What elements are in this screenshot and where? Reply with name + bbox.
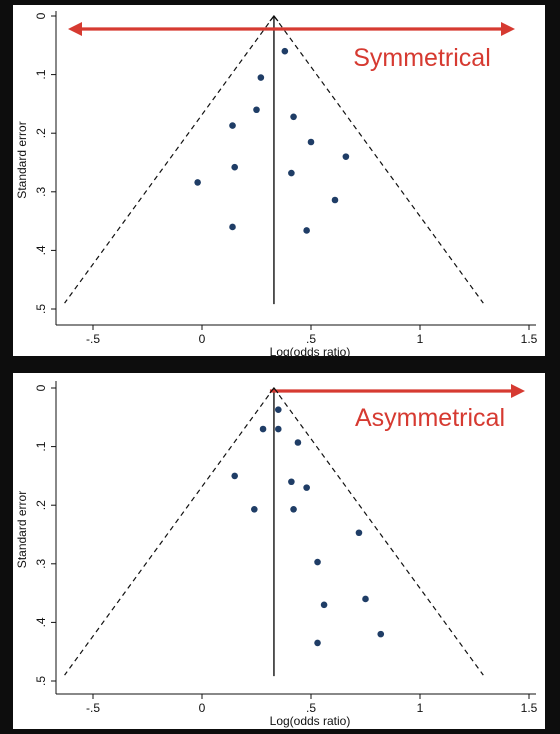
data-point: [229, 223, 236, 231]
pooled-line-caret: [269, 15, 279, 22]
pooled-line-caret: [269, 387, 279, 394]
funnel-left-limit: [64, 15, 275, 304]
funnel-plot-asymmetrical: 0 .1 .2 .3 .4 .5 -.5 0 .5 1 1.5 Log(odds ratio) Stan…: [13, 373, 545, 729]
y-tick-label: 0: [34, 12, 48, 19]
y-tick-label: .2: [34, 128, 48, 138]
annotation-arrow-head-left: [68, 22, 82, 36]
funnel-plot-svg: 0 .1 .2 .3 .4 .5 -.5 0 .5 1 1.5 Log(odds ratio) Stan…: [15, 11, 538, 356]
x-tick-label: .5: [306, 332, 316, 346]
y-tick-label: .4: [34, 245, 48, 255]
data-point: [257, 74, 265, 81]
y-tick-label: .5: [34, 304, 48, 314]
data-point: [259, 425, 267, 433]
y-tick-label: .4: [34, 617, 48, 627]
x-tick-label: 1.5: [521, 701, 538, 715]
data-point: [314, 558, 321, 566]
data-point: [231, 472, 238, 480]
y-tick-label: .5: [34, 676, 48, 686]
data-point: [275, 406, 282, 413]
data-point: [253, 106, 260, 114]
data-point: [290, 113, 297, 121]
funnel-left-limit: [64, 387, 275, 676]
data-point: [288, 169, 295, 177]
x-tick-label: 1.5: [521, 332, 538, 346]
x-tick-label: .5: [306, 701, 316, 715]
x-tick-label: 1: [417, 701, 424, 715]
data-point: [362, 595, 369, 603]
data-point: [275, 425, 282, 433]
x-tick-label: 0: [199, 332, 206, 346]
data-point: [294, 439, 302, 446]
y-axis-title: Standard error: [15, 121, 29, 198]
y-tick-label: .1: [34, 441, 48, 451]
y-tick-label: 0: [34, 384, 48, 391]
annotation-arrow-head-right: [501, 22, 515, 36]
data-point: [251, 506, 258, 513]
data-point: [331, 196, 339, 204]
data-point: [314, 639, 321, 647]
annotation-label: Symmetrical: [353, 44, 491, 72]
data-point: [320, 601, 328, 609]
data-point: [303, 484, 310, 491]
x-tick-label: -.5: [86, 701, 100, 715]
y-axis-title: Standard error: [15, 491, 29, 568]
data-point: [355, 529, 363, 537]
y-tick-label: .1: [34, 69, 48, 79]
data-point: [307, 138, 315, 146]
x-tick-label: -.5: [86, 332, 100, 346]
data-point: [194, 179, 201, 186]
y-tick-label: .2: [34, 500, 48, 510]
funnel-plot-svg: 0 .1 .2 .3 .4 .5 -.5 0 .5 1 1.5 Log(odds ratio) Stan…: [15, 381, 538, 728]
data-point: [290, 506, 297, 513]
annotation-label: Asymmetrical: [355, 404, 505, 432]
funnel-plot-symmetrical: 0 .1 .2 .3 .4 .5 -.5 0 .5 1 1.5 Log(odds ratio) Stan…: [13, 5, 545, 356]
x-tick-label: 1: [417, 332, 424, 346]
y-tick-label: .3: [34, 558, 48, 568]
x-tick-label: 0: [199, 701, 206, 715]
y-tick-label: .3: [34, 186, 48, 196]
data-point: [229, 122, 236, 129]
data-point: [288, 478, 295, 486]
x-axis-title: Log(odds ratio): [270, 345, 351, 356]
x-axis-title: Log(odds ratio): [270, 714, 351, 728]
annotation-arrow-head-right: [511, 384, 525, 398]
data-point: [342, 153, 350, 160]
data-point: [303, 227, 310, 234]
data-point: [231, 163, 238, 171]
data-point: [377, 630, 385, 638]
data-point: [281, 47, 289, 55]
